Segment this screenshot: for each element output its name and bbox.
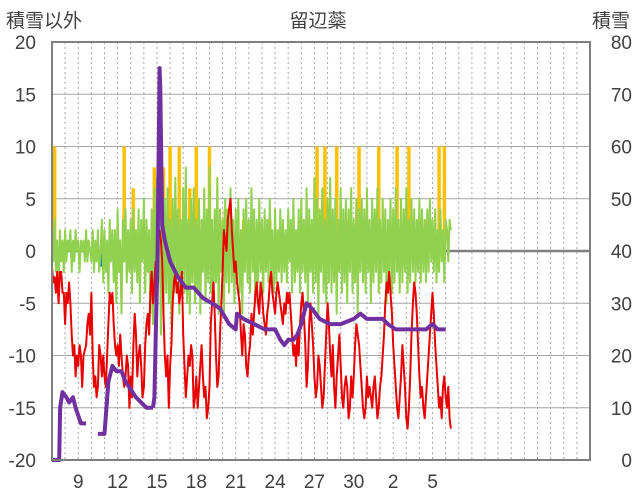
right-tick-label: 40 bbox=[611, 242, 632, 263]
right-tick-label: 70 bbox=[611, 85, 632, 106]
left-tick-label: -15 bbox=[9, 399, 36, 420]
x-tick-label: 27 bbox=[304, 472, 325, 493]
left-axis-ticks: 20 15 10 5 0 -5 -10 -15 -20 bbox=[9, 33, 36, 472]
snow-depth-line bbox=[151, 66, 446, 409]
temp-change-line bbox=[51, 166, 452, 347]
right-axis-title: 積雪 bbox=[592, 10, 630, 32]
right-tick-label: 30 bbox=[611, 294, 632, 315]
line-series bbox=[51, 66, 452, 462]
left-tick-label: 20 bbox=[15, 33, 36, 54]
precip-bar bbox=[376, 146, 381, 251]
right-tick-label: 60 bbox=[611, 138, 632, 159]
precip-bar bbox=[323, 146, 327, 251]
right-tick-label: 80 bbox=[611, 33, 632, 54]
precip-bar bbox=[442, 146, 447, 251]
right-axis-ticks: 80 70 60 50 40 30 20 10 0 bbox=[611, 33, 632, 472]
right-tick-label: 20 bbox=[611, 347, 632, 368]
x-tick-label: 30 bbox=[343, 472, 364, 493]
x-tick-label: 5 bbox=[427, 472, 438, 493]
x-tick-label: 21 bbox=[225, 472, 246, 493]
left-tick-label: 15 bbox=[15, 85, 36, 106]
right-tick-label: 50 bbox=[611, 190, 632, 211]
precip-bar bbox=[357, 146, 361, 251]
left-tick-label: 10 bbox=[15, 138, 36, 159]
precip-bar bbox=[122, 146, 126, 251]
precip-bar bbox=[52, 146, 57, 251]
precip-bar bbox=[437, 146, 441, 251]
left-tick-label: -20 bbox=[9, 451, 36, 472]
precip-bar bbox=[334, 146, 339, 251]
x-tick-label: 9 bbox=[73, 472, 84, 493]
precip-bar bbox=[188, 188, 192, 251]
precip-bar bbox=[407, 146, 411, 251]
left-tick-label: 5 bbox=[25, 190, 36, 211]
x-tick-label: 15 bbox=[146, 472, 167, 493]
x-axis-ticks: 9 12 15 18 21 24 27 30 2 5 bbox=[73, 472, 438, 493]
snow-depth-line bbox=[97, 363, 153, 436]
right-tick-label: 0 bbox=[621, 451, 632, 472]
snow-depth-line bbox=[52, 390, 87, 462]
left-axis-title: 積雪以外 bbox=[6, 10, 82, 32]
x-tick-label: 18 bbox=[186, 472, 207, 493]
precip-bar bbox=[168, 146, 172, 251]
left-tick-label: -10 bbox=[9, 347, 36, 368]
chart-title: 留辺蘂 bbox=[289, 10, 346, 32]
left-tick-label: 0 bbox=[25, 242, 36, 263]
x-tick-label: 12 bbox=[107, 472, 128, 493]
x-tick-label: 24 bbox=[265, 472, 287, 493]
x-tick-label: 2 bbox=[388, 472, 399, 493]
precip-bar bbox=[177, 146, 182, 251]
precip-bar bbox=[395, 146, 399, 251]
left-tick-label: -5 bbox=[19, 294, 36, 315]
precip-bar bbox=[194, 146, 199, 251]
right-tick-label: 10 bbox=[611, 399, 632, 420]
plot-border bbox=[51, 41, 591, 461]
